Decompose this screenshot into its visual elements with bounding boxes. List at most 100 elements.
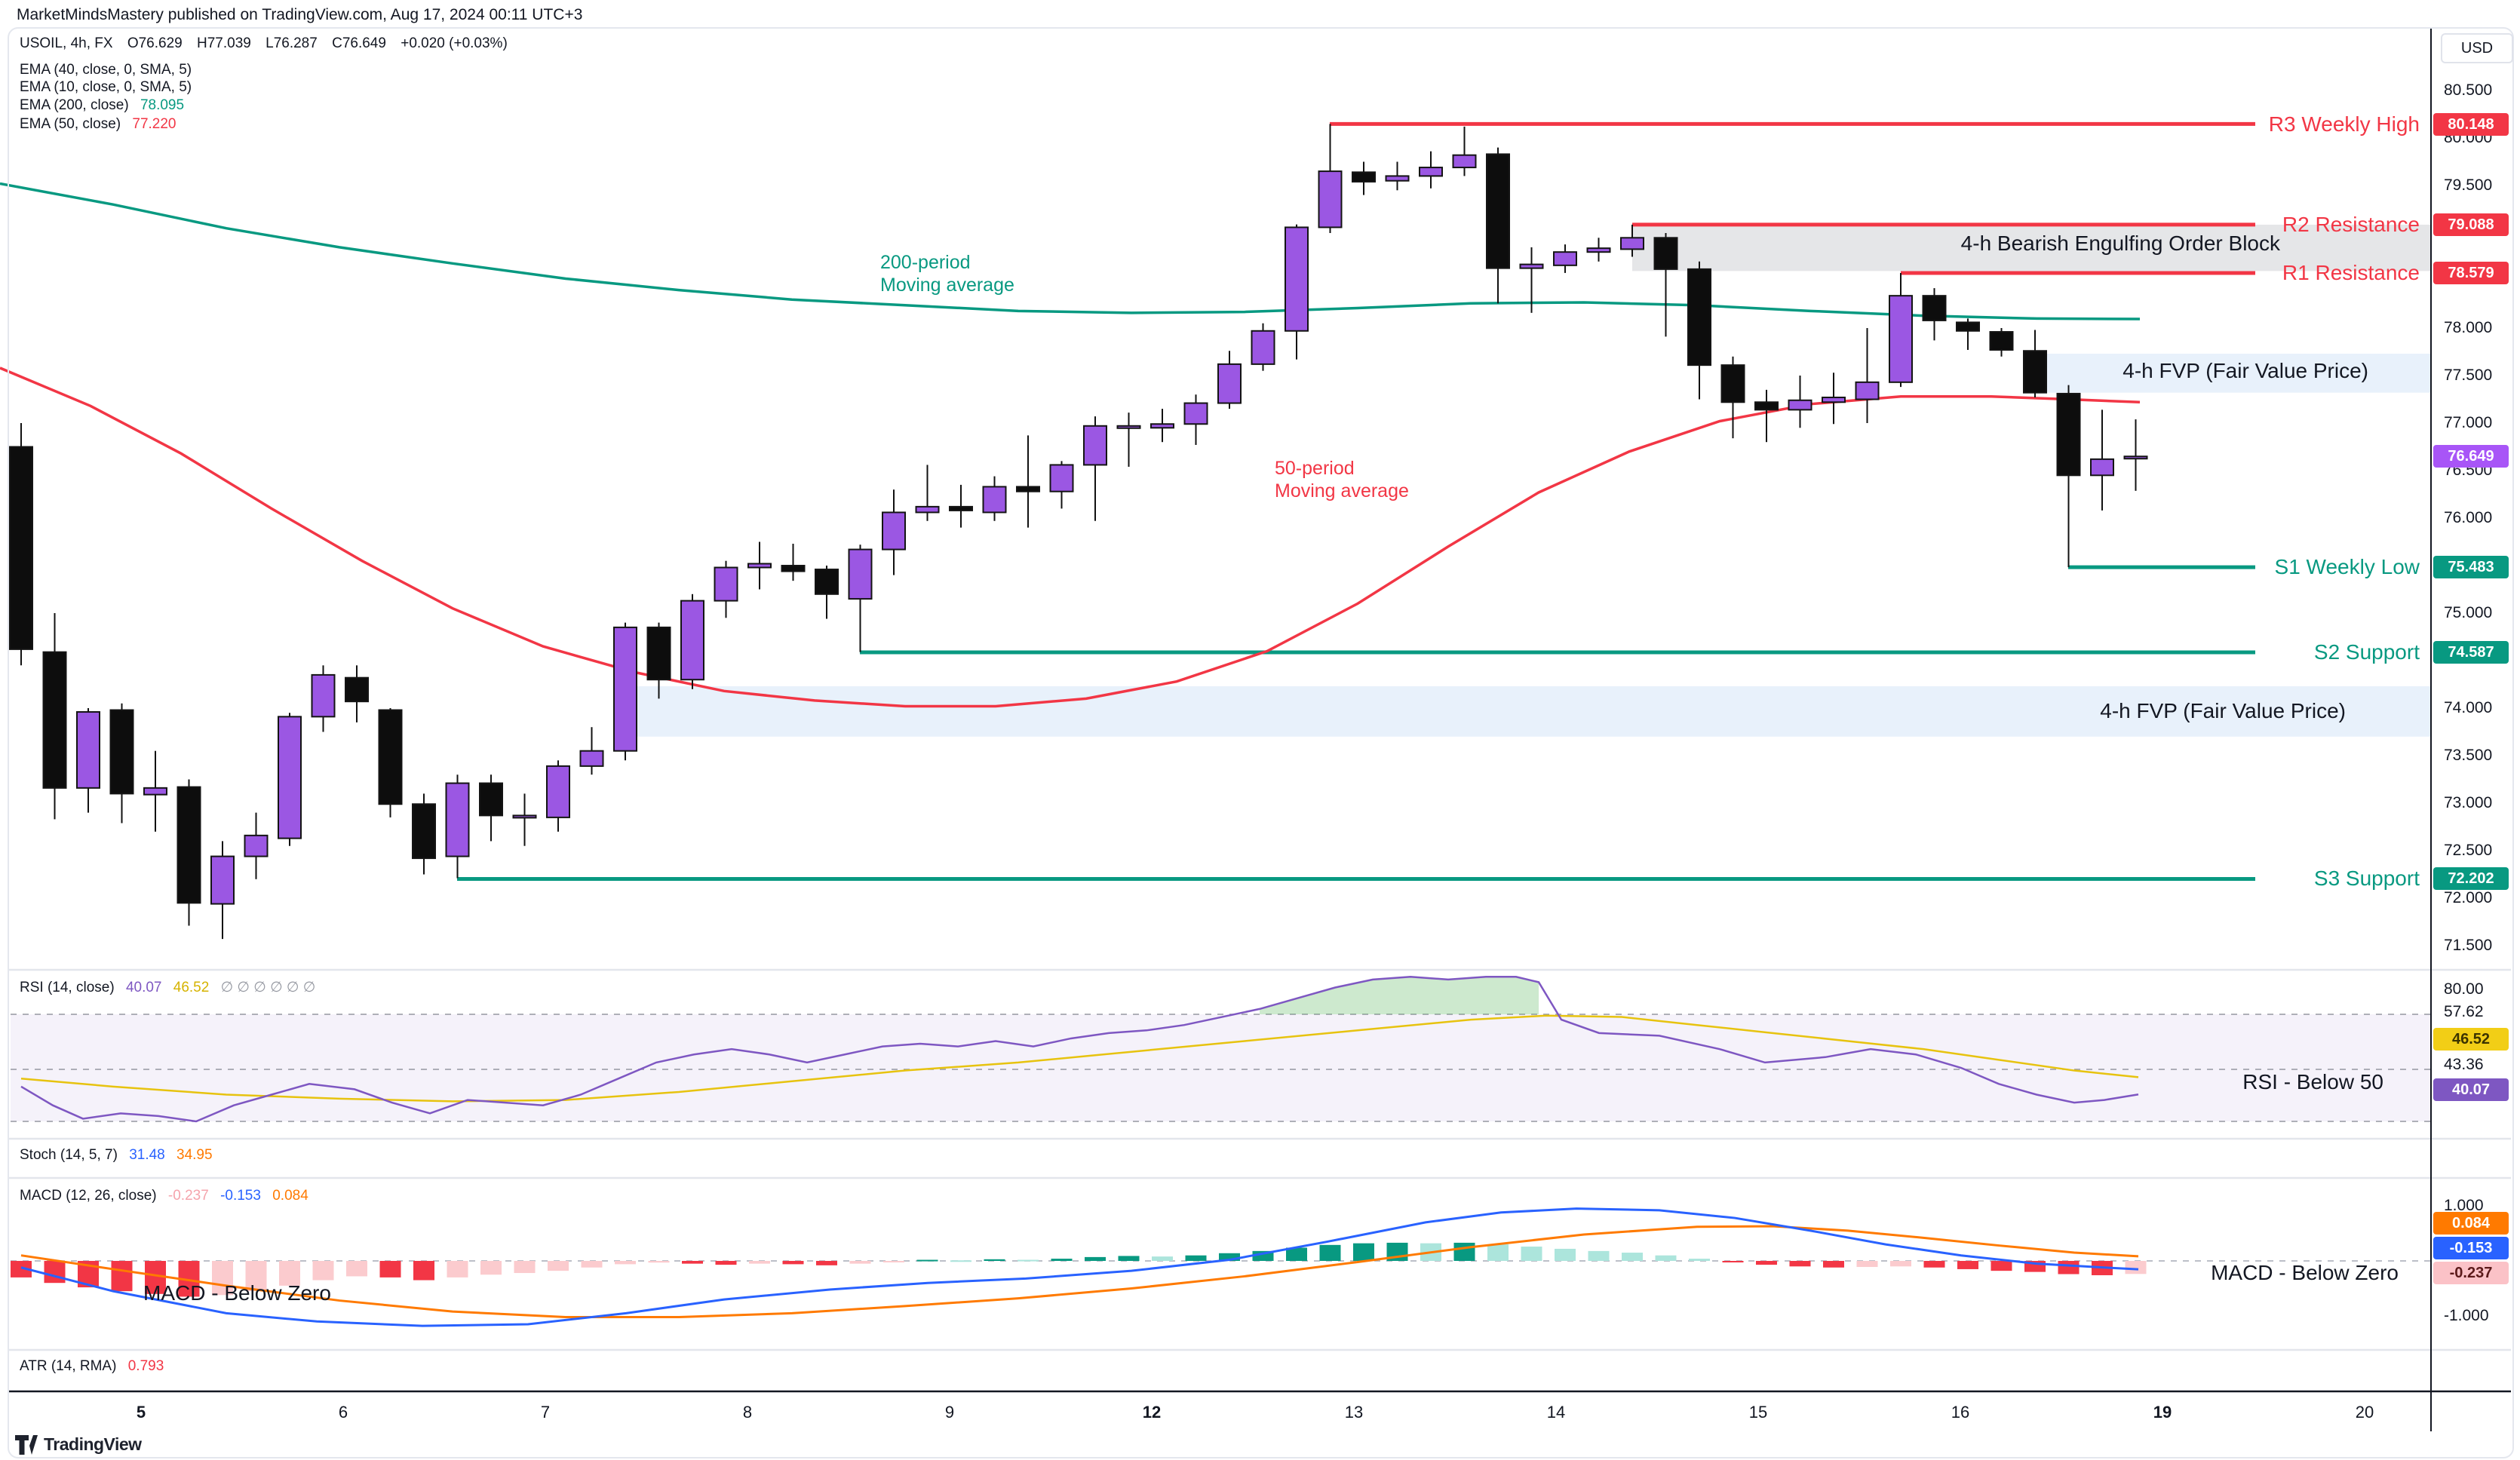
- time-label-12: 12: [1142, 1403, 1162, 1422]
- macd-hist-bar: [1286, 1247, 1307, 1261]
- band-fvp-lower: [625, 686, 2431, 737]
- macd-hist-bar: [883, 1261, 904, 1262]
- macd-hist-bar: [1555, 1248, 1576, 1261]
- atr-label: ATR (14, RMA): [20, 1358, 117, 1374]
- symbol-legend-row[interactable]: USOIL, 4h, FX O76.629 H77.039 L76.287 C7…: [20, 35, 518, 52]
- candle-up: [848, 548, 873, 600]
- candle-up: [546, 765, 570, 818]
- candle-up: [579, 750, 604, 767]
- macd-hist-bar: [514, 1261, 536, 1274]
- ema50-legend-row[interactable]: EMA (50, close) 77.220: [20, 115, 176, 133]
- candle-up: [1889, 295, 1913, 383]
- macd-hist-bar: [581, 1261, 603, 1268]
- tradingview-logo[interactable]: TradingView: [15, 1434, 142, 1455]
- macd-hist-bar: [312, 1261, 334, 1281]
- candle-up: [1855, 381, 1880, 400]
- tradingview-logo-icon: [15, 1434, 38, 1455]
- macd-hist-bar: [480, 1261, 502, 1275]
- ema10-label: EMA (10, close, 0, SMA, 5): [20, 79, 192, 95]
- macd-hist-bar: [245, 1261, 267, 1292]
- ohlc-close: C76.649: [332, 35, 386, 51]
- candle-down: [1720, 364, 1745, 403]
- macd-hist-bar: [1622, 1253, 1643, 1261]
- candle-up: [311, 673, 336, 718]
- candle-up: [76, 711, 100, 789]
- rsi-empty-values: ∅ ∅ ∅ ∅ ∅ ∅: [220, 980, 316, 995]
- candle-down: [176, 786, 201, 904]
- candle-down: [345, 676, 369, 703]
- stoch-legend-row[interactable]: Stoch (14, 5, 7) 31.48 34.95: [20, 1146, 213, 1164]
- atr-legend-row[interactable]: ATR (14, RMA) 0.793: [20, 1357, 164, 1375]
- candle-up: [1788, 399, 1812, 411]
- candle-down: [1352, 171, 1376, 182]
- macd-hist-bar: [849, 1261, 871, 1264]
- rsi-ma-line: [20, 1014, 2139, 1103]
- macd-hist-bar: [212, 1261, 233, 1296]
- ema200-legend-row[interactable]: EMA (200, close) 78.095: [20, 97, 184, 114]
- candle-up: [680, 600, 704, 681]
- macd-hist-bar: [984, 1259, 1005, 1261]
- time-label-14: 14: [1546, 1403, 1566, 1422]
- macd-hist-bar: [1890, 1261, 1911, 1267]
- time-label-13: 13: [1344, 1403, 1364, 1422]
- macd-hist-bar: [648, 1261, 670, 1263]
- ohlc-high: H77.039: [197, 35, 251, 51]
- candle-up: [1217, 363, 1242, 404]
- candle-up: [512, 814, 537, 819]
- candle-down: [2056, 392, 2081, 477]
- candle-up: [982, 486, 1007, 514]
- currency-selector[interactable]: USD: [2441, 33, 2513, 63]
- candle-up: [1586, 247, 1611, 253]
- candle-down: [1486, 153, 1510, 269]
- macd-hist-bar: [1487, 1244, 1509, 1261]
- time-label-16: 16: [1951, 1403, 1970, 1422]
- candle-up: [1251, 330, 1275, 365]
- candle-down: [412, 803, 436, 860]
- macd-hist-bar: [1689, 1259, 1710, 1261]
- stoch-k-value: 31.48: [129, 1147, 165, 1163]
- candle-up: [210, 855, 235, 905]
- candle-down: [781, 565, 806, 572]
- candle-up: [278, 716, 302, 839]
- candle-down: [815, 569, 839, 595]
- macd-hist-bar: [1923, 1261, 1945, 1268]
- rsi-legend-row[interactable]: RSI (14, close) 40.07 46.52 ∅ ∅ ∅ ∅ ∅ ∅: [20, 979, 315, 996]
- time-label-19: 19: [2153, 1403, 2172, 1422]
- macd-hist-bar: [1521, 1247, 1542, 1261]
- candle-up: [1419, 167, 1443, 177]
- stoch-d-value: 34.95: [176, 1147, 213, 1163]
- macd-legend-row[interactable]: MACD (12, 26, close) -0.237 -0.153 0.084: [20, 1187, 308, 1204]
- rsi-label: RSI (14, close): [20, 980, 115, 995]
- macd-hist-bar: [1756, 1261, 1777, 1265]
- candle-down: [949, 505, 973, 511]
- ema10-legend-row[interactable]: EMA (10, close, 0, SMA, 5): [20, 78, 192, 96]
- candle-up: [1318, 170, 1343, 229]
- macd-hist-bar: [1185, 1255, 1207, 1261]
- macd-hist-bar: [1018, 1259, 1039, 1262]
- ohlc-low: L76.287: [266, 35, 318, 51]
- macd-hist-bar: [1991, 1261, 2012, 1271]
- time-label-5: 5: [136, 1403, 146, 1422]
- macd-hist-bar: [279, 1261, 300, 1286]
- band-bearish-engulfing-order-block: [1632, 224, 2431, 271]
- candle-up: [1183, 402, 1208, 425]
- macd-hist-bar: [11, 1261, 32, 1278]
- macd-line: [20, 1207, 2139, 1327]
- candle-up: [1620, 237, 1644, 250]
- candle-up: [747, 563, 772, 569]
- ohlc-open: O76.629: [127, 35, 183, 51]
- macd-hist-bar: [1823, 1261, 1844, 1268]
- macd-hist-bar: [1051, 1259, 1073, 1261]
- candle-up: [915, 505, 940, 514]
- macd-hist-bar: [1789, 1261, 1811, 1267]
- macd-hist-bar: [1856, 1261, 1878, 1268]
- time-scale[interactable]: 5 6 7 8 9 12 13 14 15 16 19 20: [0, 1391, 2431, 1433]
- ema40-legend-row[interactable]: EMA (40, close, 0, SMA, 5): [20, 61, 192, 78]
- rsi-ma-value: 46.52: [173, 980, 210, 995]
- candle-up: [1822, 396, 1846, 403]
- time-label-7: 7: [540, 1403, 551, 1422]
- candle-up: [2123, 455, 2148, 460]
- time-label-6: 6: [338, 1403, 348, 1422]
